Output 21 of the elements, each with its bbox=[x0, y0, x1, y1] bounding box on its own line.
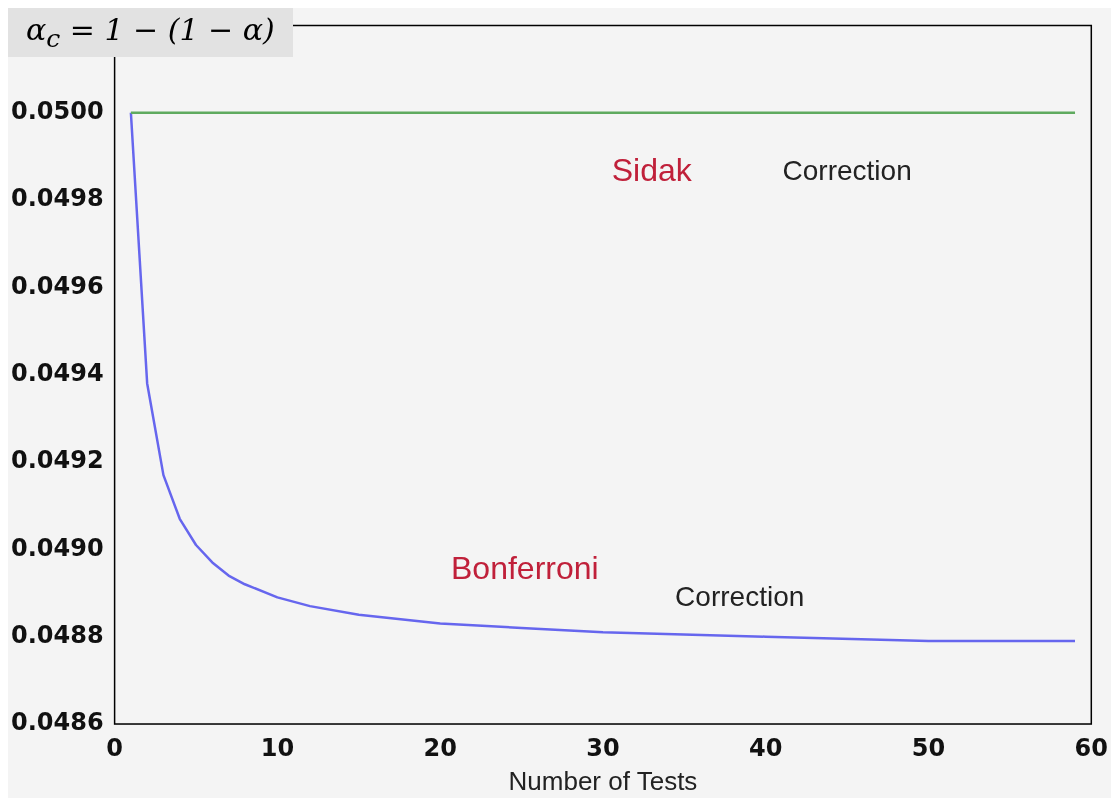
y-tick-label: 0.0498 bbox=[10, 184, 104, 213]
x-tick-label: 50 bbox=[911, 733, 946, 762]
y-tick-label: 0.0494 bbox=[10, 358, 104, 387]
x-tick-label: 20 bbox=[423, 733, 457, 762]
x-tick-label: 60 bbox=[1074, 733, 1108, 762]
y-tick-label: 0.0486 bbox=[10, 708, 104, 737]
x-tick-label: 10 bbox=[260, 733, 295, 762]
y-tick-label: 0.0488 bbox=[10, 620, 104, 649]
y-tick-label: 0.0492 bbox=[10, 446, 104, 475]
annotation: Bonferroni bbox=[451, 550, 599, 587]
x-tick-label: 40 bbox=[749, 733, 783, 762]
annotation: α$_{c}$ = 1 − (1 − α) bbox=[8, 8, 293, 57]
x-tick-label: 30 bbox=[586, 733, 620, 762]
y-tick-label: 0.0496 bbox=[10, 271, 104, 300]
annotation: Correction bbox=[675, 580, 805, 612]
y-tick-label: 0.0500 bbox=[10, 96, 104, 125]
y-tick-label: 0.0490 bbox=[10, 533, 104, 562]
x-axis-title: Number of Tests bbox=[508, 765, 698, 796]
annotation: Sidak bbox=[611, 151, 693, 188]
annotation: Correction bbox=[782, 154, 912, 186]
x-tick-label: 0 bbox=[106, 733, 123, 762]
